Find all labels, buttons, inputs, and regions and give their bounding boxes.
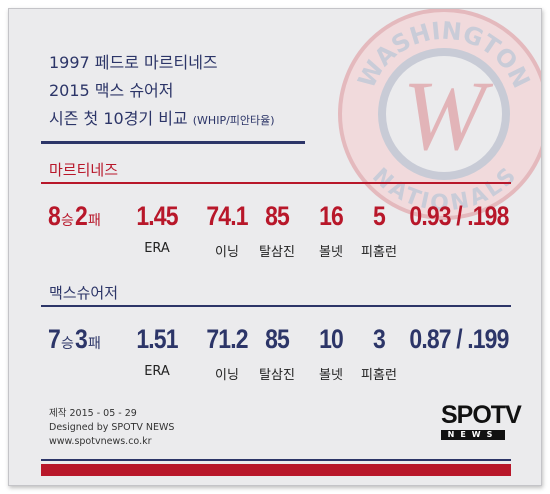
record-loss-unit: 패 (87, 213, 101, 229)
team-logo: WASHINGTON NATIONALS W (338, 9, 541, 220)
title-line: 2015 맥스 슈어저 (49, 81, 174, 100)
stat-label: 볼넷 (319, 245, 343, 260)
player-name: 맥스슈어저 (49, 284, 119, 302)
stat-value: 1.51 (136, 324, 178, 354)
stat-label: 피홈런 (361, 245, 397, 260)
stat-label: 볼넷 (319, 368, 343, 383)
credit-line: Designed by SPOTV NEWS (49, 422, 175, 433)
stat-label: 이닝 (215, 368, 239, 383)
title-line: 시즌 첫 10경기 비교 (WHIP/피안타율) (49, 105, 275, 129)
whip-avg: 0.87 / .199 (409, 324, 509, 354)
record-losses: 2 (74, 201, 88, 231)
logo-letter: W (402, 60, 493, 171)
stat-label: ERA (144, 241, 170, 256)
whip-avg: 0.93 / .198 (409, 201, 509, 231)
stat-label: 이닝 (215, 245, 239, 260)
title-note: (WHIP/피안타율) (192, 114, 275, 127)
stat-value: 74.1 (206, 201, 248, 231)
stat-value: 1.45 (136, 201, 178, 231)
title-line: 1997 페드로 마르티네즈 (49, 53, 218, 72)
brand-sub: NEWS (441, 430, 505, 440)
record-wins: 8 (48, 201, 61, 231)
stat-label: 탈삼진 (259, 368, 295, 383)
record-win-unit: 승 (61, 336, 74, 352)
infographic: WASHINGTON NATIONALS W 1997 페드로 마르티네즈 20… (8, 8, 542, 486)
stat-value: 85 (265, 201, 290, 231)
title-rule (41, 141, 305, 144)
bottom-bar (41, 464, 511, 476)
stat-value: 16 (319, 201, 344, 231)
bottom-rule (41, 459, 511, 461)
stat-value: 3 (373, 324, 386, 354)
stat-value: 85 (265, 324, 290, 354)
player-rule (41, 305, 511, 307)
brand-logo: SPOTV NEWS (441, 401, 522, 440)
credit-line: www.spotvnews.co.kr (49, 436, 152, 447)
logo-center (378, 48, 510, 180)
title-text: 시즌 첫 10경기 비교 (49, 109, 188, 128)
stat-label: ERA (144, 364, 170, 379)
stat-value: 10 (319, 324, 344, 354)
player-rule (41, 182, 511, 184)
stat-label: 탈삼진 (259, 245, 295, 260)
record-win-unit: 승 (61, 213, 74, 229)
credits: 제작 2015 - 05 - 29 Designed by SPOTV NEWS… (49, 407, 174, 449)
credit-line: 제작 2015 - 05 - 29 (49, 408, 137, 419)
record-loss-unit: 패 (87, 336, 101, 352)
stat-value: 71.2 (206, 324, 248, 354)
brand: SPOTV (441, 401, 522, 429)
stat-value: 5 (373, 201, 386, 231)
record-losses: 3 (74, 324, 88, 354)
player-name: 마르티네즈 (49, 161, 119, 179)
stat-label: 피홈런 (361, 368, 397, 383)
record-wins: 7 (48, 324, 61, 354)
